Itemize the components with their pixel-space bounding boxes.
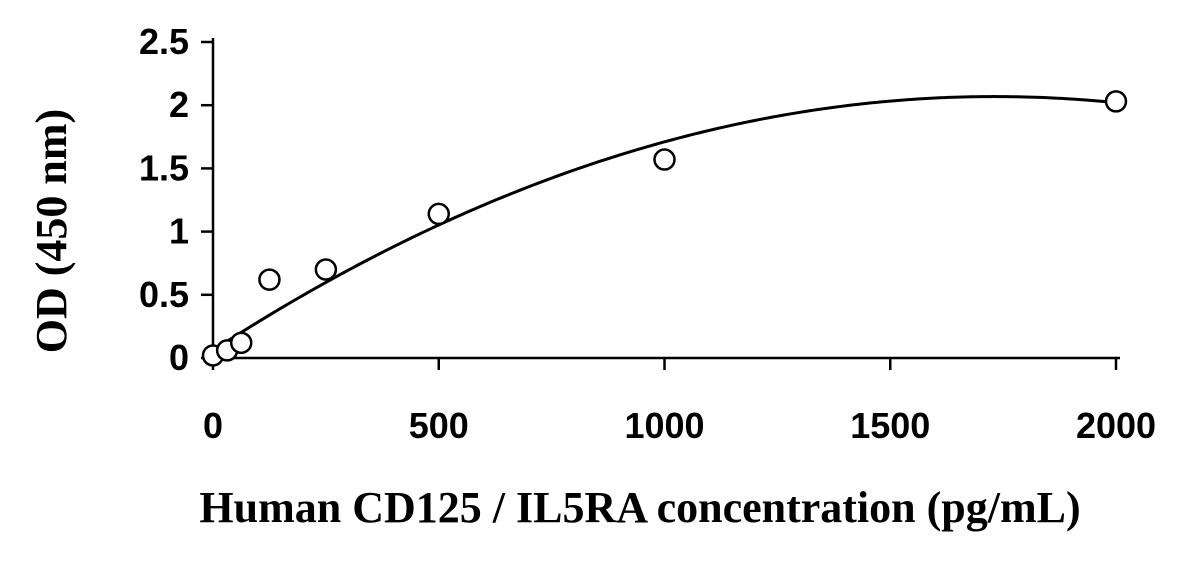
y-tick-label: 2.5: [139, 21, 189, 62]
y-ticks: 0 0.5 1 1.5 2 2.5: [139, 21, 213, 378]
x-tick-label: 0: [203, 405, 223, 446]
x-tick-label: 1000: [624, 405, 704, 446]
axes: [211, 38, 1120, 360]
data-point: [314, 258, 338, 281]
x-tick-label: 500: [409, 405, 469, 446]
data-point: [1104, 90, 1128, 113]
x-tick-label: 2000: [1076, 405, 1156, 446]
x-axis-label: Human CD125 / IL5RA concentration (pg/mL…: [199, 483, 1080, 532]
y-axis-label: OD (450 nm): [27, 109, 76, 353]
y-tick-label: 1: [169, 211, 189, 252]
data-point: [229, 331, 253, 355]
x-ticks: 0 500 1000 1500 2000: [203, 358, 1156, 446]
data-point: [653, 148, 676, 171]
y-tick-label: 2: [169, 84, 189, 125]
y-tick-label: 0.5: [139, 274, 189, 315]
fit-curve: [212, 95, 1117, 352]
data-point: [427, 202, 450, 226]
y-tick-label: 1.5: [139, 147, 189, 188]
x-tick-label: 1500: [850, 405, 930, 446]
data-points: [201, 90, 1128, 367]
data-point: [258, 268, 281, 291]
y-tick-label: 0: [169, 337, 189, 378]
